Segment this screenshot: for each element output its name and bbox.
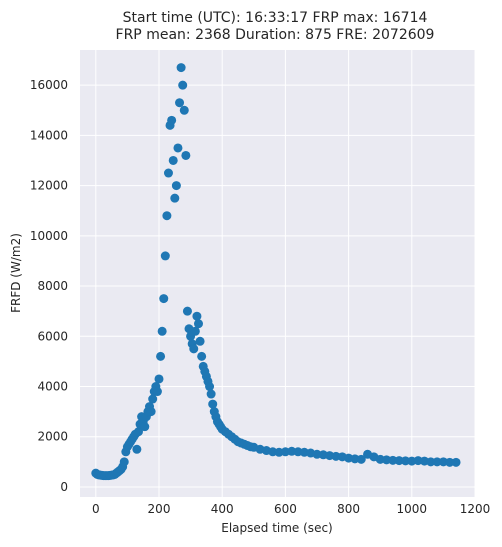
grid-lines: [80, 50, 476, 497]
data-point: [162, 211, 172, 221]
data-point: [119, 457, 129, 467]
y-tick-label: 4000: [37, 380, 68, 394]
data-point: [356, 454, 366, 464]
y-axis-label: FRFD (W/m2): [9, 233, 23, 313]
data-point: [163, 168, 173, 178]
data-point: [133, 427, 143, 437]
data-point: [388, 455, 398, 465]
y-tick-label: 8000: [37, 279, 68, 293]
x-tick-label: 800: [337, 502, 360, 516]
x-tick-label: 1200: [460, 502, 491, 516]
data-point: [175, 98, 185, 108]
chart-title-line-2: FRP mean: 2368 Duration: 875 FRE: 207260…: [116, 27, 435, 43]
data-point: [426, 457, 436, 467]
y-tick-label: 14000: [30, 128, 68, 142]
data-point: [192, 311, 202, 321]
data-point: [154, 374, 164, 384]
data-point: [176, 63, 186, 73]
data-point: [189, 344, 199, 354]
data-point: [195, 336, 205, 346]
data-point: [445, 457, 455, 467]
chart-title-line-1: Start time (UTC): 16:33:17 FRP max: 1671…: [123, 10, 428, 26]
data-point: [394, 456, 404, 466]
data-point: [148, 394, 158, 404]
data-point: [140, 422, 150, 432]
y-tick-label: 10000: [30, 229, 68, 243]
y-tick-label: 2000: [37, 430, 68, 444]
data-point: [451, 457, 461, 467]
data-point: [205, 382, 215, 392]
x-tick-labels: 0 200 400 600 800 1000 1200: [92, 502, 490, 516]
x-tick-label: 0: [92, 502, 100, 516]
data-point: [182, 306, 192, 316]
data-point: [170, 193, 180, 203]
data-point: [197, 351, 207, 361]
y-tick-label: 12000: [30, 179, 68, 193]
data-point: [208, 399, 218, 409]
data-point: [132, 444, 142, 454]
data-point: [168, 155, 178, 165]
y-tick-label: 16000: [30, 78, 68, 92]
x-tick-label: 400: [211, 502, 234, 516]
data-point: [206, 389, 216, 399]
x-tick-label: 200: [148, 502, 171, 516]
data-point: [179, 105, 189, 115]
data-points: [91, 63, 461, 481]
data-point: [400, 456, 410, 466]
data-point: [173, 143, 183, 153]
x-tick-label: 1000: [397, 502, 428, 516]
data-point: [432, 457, 442, 467]
data-point: [159, 294, 169, 304]
data-point: [171, 181, 181, 191]
data-point: [178, 80, 188, 90]
data-point: [194, 319, 203, 329]
data-point: [190, 326, 200, 336]
data-point: [181, 150, 191, 160]
data-point: [156, 351, 166, 361]
data-point: [157, 326, 167, 336]
x-axis-label: Elapsed time (sec): [221, 521, 332, 535]
y-tick-label: 6000: [37, 329, 68, 343]
data-point: [152, 387, 162, 397]
data-point: [160, 251, 170, 261]
y-tick-labels: 0 2000 4000 6000 8000 10000 12000 14000 16000: [30, 78, 68, 494]
data-point: [146, 407, 156, 417]
y-tick-label: 0: [60, 480, 68, 494]
x-tick-label: 600: [274, 502, 297, 516]
data-point: [167, 115, 177, 125]
